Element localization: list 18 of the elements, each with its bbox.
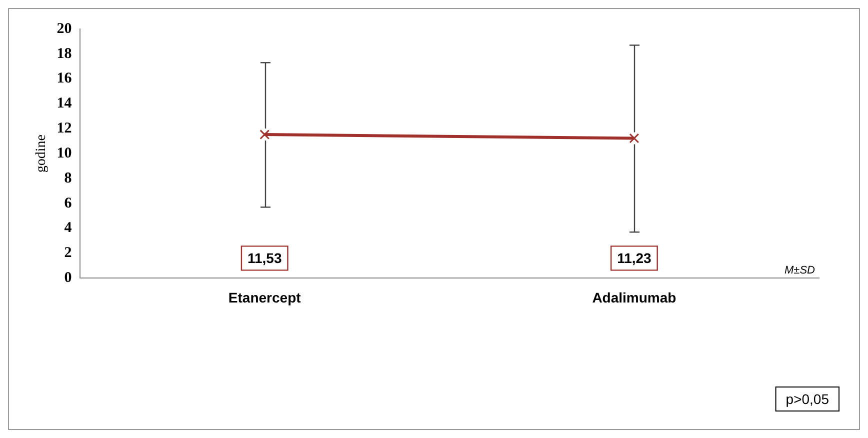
y-tick-label: 20 (56, 20, 72, 37)
annotation: 11,23 (617, 250, 652, 266)
y-tick-label: 16 (56, 70, 72, 87)
y-tick-label: 2 (64, 245, 72, 262)
y-tick-label: 6 (64, 195, 72, 212)
annotation: M±SD (784, 264, 816, 276)
y-tick-label: 14 (56, 96, 72, 112)
y-axis-title: godine (34, 134, 50, 173)
y-tick-label: 0 (64, 270, 72, 286)
y-tick-label: 10 (56, 145, 72, 162)
y-tick-label: 12 (56, 120, 72, 137)
annotation: 11,53 (247, 250, 282, 266)
y-tick-label: 18 (56, 46, 72, 62)
y-tick-label: 4 (64, 220, 72, 236)
text: p>0,05 (786, 390, 830, 407)
x-tick-label: Adalimumab (592, 289, 676, 306)
y-tick-label: 8 (64, 170, 72, 186)
x-tick-label: Etanercept (228, 289, 302, 306)
